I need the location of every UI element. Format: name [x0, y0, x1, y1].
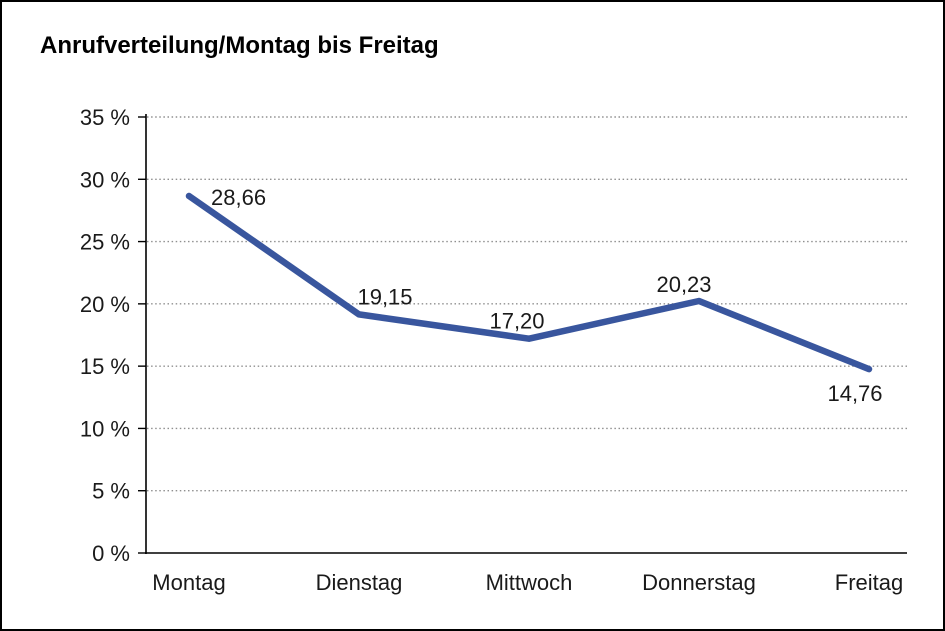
- data-label: 28,66: [211, 185, 266, 210]
- data-label: 17,20: [489, 309, 544, 334]
- data-label: 14,76: [827, 381, 882, 406]
- y-tick-label: 10 %: [80, 416, 130, 441]
- y-tick-label: 5 %: [92, 479, 130, 504]
- x-tick-label: Freitag: [835, 570, 903, 595]
- y-tick-label: 25 %: [80, 230, 130, 255]
- y-tick-label: 20 %: [80, 292, 130, 317]
- x-tick-label: Donnerstag: [642, 570, 756, 595]
- y-tick-label: 15 %: [80, 354, 130, 379]
- x-tick-label: Montag: [152, 570, 225, 595]
- y-tick-label: 35 %: [80, 105, 130, 130]
- x-tick-label: Dienstag: [316, 570, 403, 595]
- series-line: [185, 192, 873, 373]
- data-label: 20,23: [656, 272, 711, 297]
- x-tick-label: Mittwoch: [486, 570, 573, 595]
- y-tick-label: 0 %: [92, 541, 130, 566]
- y-tick-label: 30 %: [80, 167, 130, 192]
- data-label: 19,15: [357, 284, 412, 309]
- chart-title: Anrufverteilung/Montag bis Freitag: [40, 32, 439, 59]
